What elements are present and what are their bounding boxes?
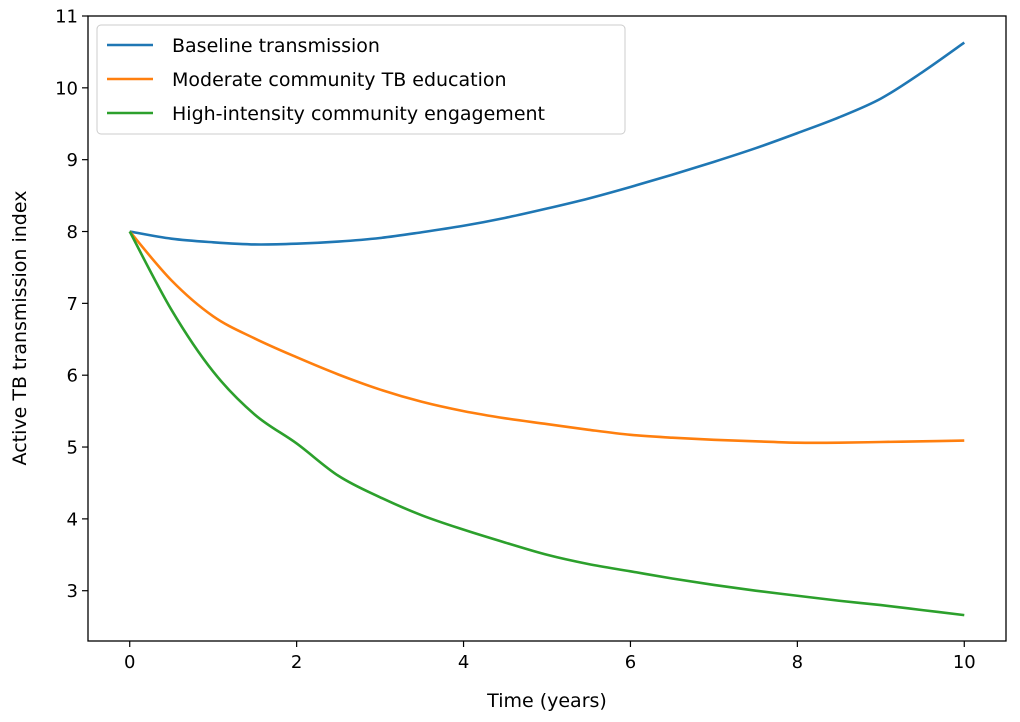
legend-label: Moderate community TB education [172,69,507,91]
legend: Baseline transmission Moderate community … [96,24,626,135]
x-tick-label: 4 [458,652,469,673]
y-axis-label: Active TB transmission index [9,191,31,466]
x-tick-label: 6 [625,652,636,673]
y-tick-label: 3 [67,581,78,602]
y-tick-label: 7 [67,294,78,315]
legend-label: High-intensity community engagement [172,103,545,125]
y-tick-label: 4 [67,509,78,530]
series-line [128,230,965,445]
y-tick-label: 11 [55,7,78,28]
series-line [129,41,966,246]
x-tick-label: 10 [953,652,976,673]
x-axis: 0 2 4 6 8 10 [124,641,976,673]
y-tick-label: 8 [67,222,78,243]
y-axis: 3 4 5 6 7 8 9 10 11 [55,7,88,602]
x-axis-label: Time (years) [486,690,607,712]
x-tick-label: 2 [291,652,302,673]
y-tick-label: 6 [67,366,78,387]
plot-frame [87,15,1007,642]
series-line [128,230,965,617]
y-tick-label: 10 [55,78,78,99]
x-tick-label: 0 [124,652,135,673]
y-tick-label: 5 [67,438,78,459]
legend-label: Baseline transmission [172,35,380,57]
x-tick-label: 8 [792,652,803,673]
y-tick-label: 9 [67,150,78,171]
legend-box [96,24,626,135]
series-layer [128,41,966,617]
